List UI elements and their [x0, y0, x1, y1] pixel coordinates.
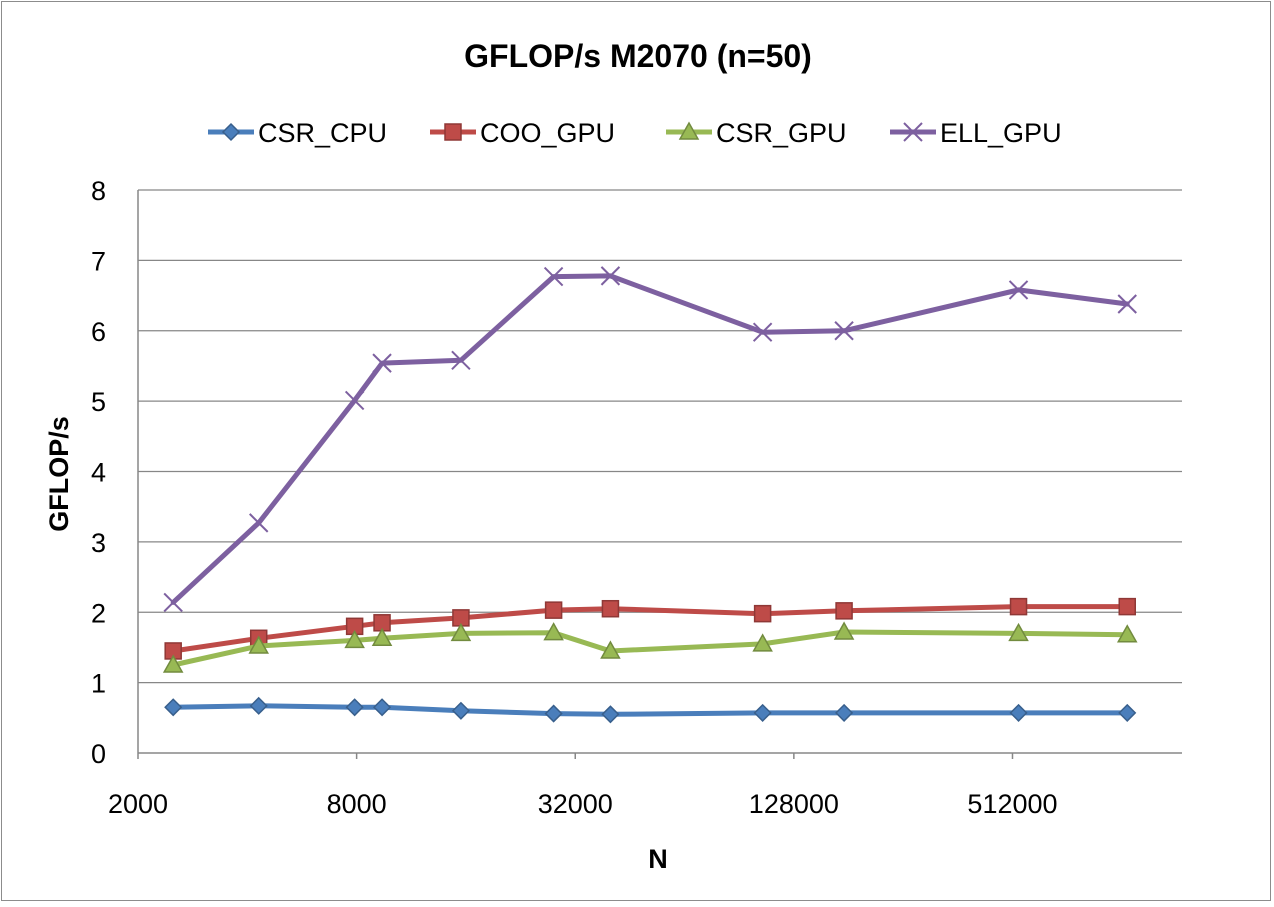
chart-title: GFLOP/s M2070 (n=50) [464, 38, 812, 74]
data-point [372, 698, 392, 717]
data-point [1117, 294, 1137, 314]
legend-marker [678, 121, 700, 140]
legend-item: COO_GPU [430, 118, 615, 148]
data-point [544, 601, 563, 619]
y-tick-label: 6 [91, 317, 106, 347]
y-tick-label: 0 [91, 739, 106, 769]
data-point [162, 654, 184, 673]
data-point [833, 621, 855, 640]
x-tick-label: 32000 [538, 789, 613, 819]
series-csr-cpu [164, 696, 1137, 724]
chart-series [162, 266, 1138, 724]
y-tick-label: 2 [91, 598, 106, 628]
legend-item: CSR_CPU [208, 118, 387, 148]
legend-label: CSR_GPU [716, 118, 847, 148]
data-point [451, 350, 471, 371]
y-axis-tick-labels: 0 1 2 3 4 5 6 7 8 [91, 176, 106, 769]
data-point [835, 602, 853, 620]
legend-marker [903, 122, 923, 142]
data-point [344, 390, 365, 411]
x-tick-label: 8000 [327, 789, 387, 819]
data-point [1008, 280, 1029, 300]
legend-label: CSR_CPU [258, 118, 387, 148]
data-point [371, 627, 393, 647]
data-point [835, 703, 854, 722]
data-point [372, 353, 392, 373]
data-point [753, 703, 772, 722]
data-point [834, 321, 854, 341]
series-line [170, 703, 1130, 717]
x-axis-label: N [648, 844, 668, 874]
data-point [601, 705, 620, 724]
data-point [1118, 703, 1137, 722]
data-point [600, 266, 621, 286]
chart-gridlines [138, 189, 1182, 684]
x-axis-tick-labels: 2000 8000 32000 128000 512000 [108, 789, 1058, 819]
data-point [1118, 597, 1136, 616]
x-tick-label: 2000 [108, 789, 168, 819]
data-point [248, 635, 269, 654]
y-tick-label: 8 [91, 176, 106, 206]
legend-label: COO_GPU [480, 118, 615, 148]
x-tick-label: 512000 [967, 789, 1057, 819]
y-tick-label: 5 [91, 387, 106, 417]
legend-marker [444, 123, 462, 141]
chart-legend: CSR_CPU COO_GPU CSR_GPU ELL_GPU [208, 118, 1062, 148]
y-tick-label: 7 [91, 246, 106, 276]
series-line [170, 629, 1130, 668]
data-point [752, 633, 773, 652]
data-point [249, 513, 269, 533]
data-point [1009, 703, 1028, 722]
data-point [601, 599, 620, 618]
legend-item: CSR_GPU [666, 118, 847, 148]
data-point [450, 622, 472, 642]
chart-axes [137, 190, 1182, 759]
data-point [543, 622, 564, 641]
series-csr-gpu [162, 621, 1138, 673]
data-point [344, 629, 365, 649]
data-point [249, 696, 268, 715]
x-tick-label: 128000 [749, 789, 839, 819]
data-point [600, 640, 621, 659]
y-tick-label: 1 [91, 669, 106, 699]
data-point [752, 322, 773, 342]
data-point [753, 604, 772, 623]
data-point [1116, 624, 1138, 643]
data-point [544, 704, 563, 723]
legend-item: ELL_GPU [890, 118, 1062, 148]
data-point [163, 592, 183, 613]
data-point [1008, 622, 1029, 642]
y-tick-label: 3 [91, 528, 106, 558]
legend-label: ELL_GPU [940, 118, 1062, 148]
y-axis-label: GFLOP/s [44, 416, 74, 532]
series-ell-gpu [163, 266, 1137, 613]
series-line [170, 273, 1130, 605]
legend-marker [221, 122, 241, 142]
data-point [543, 266, 564, 287]
data-point [451, 701, 470, 720]
y-tick-label: 4 [91, 458, 106, 488]
data-point [345, 698, 364, 717]
data-point [164, 698, 183, 717]
data-point [1009, 597, 1028, 616]
